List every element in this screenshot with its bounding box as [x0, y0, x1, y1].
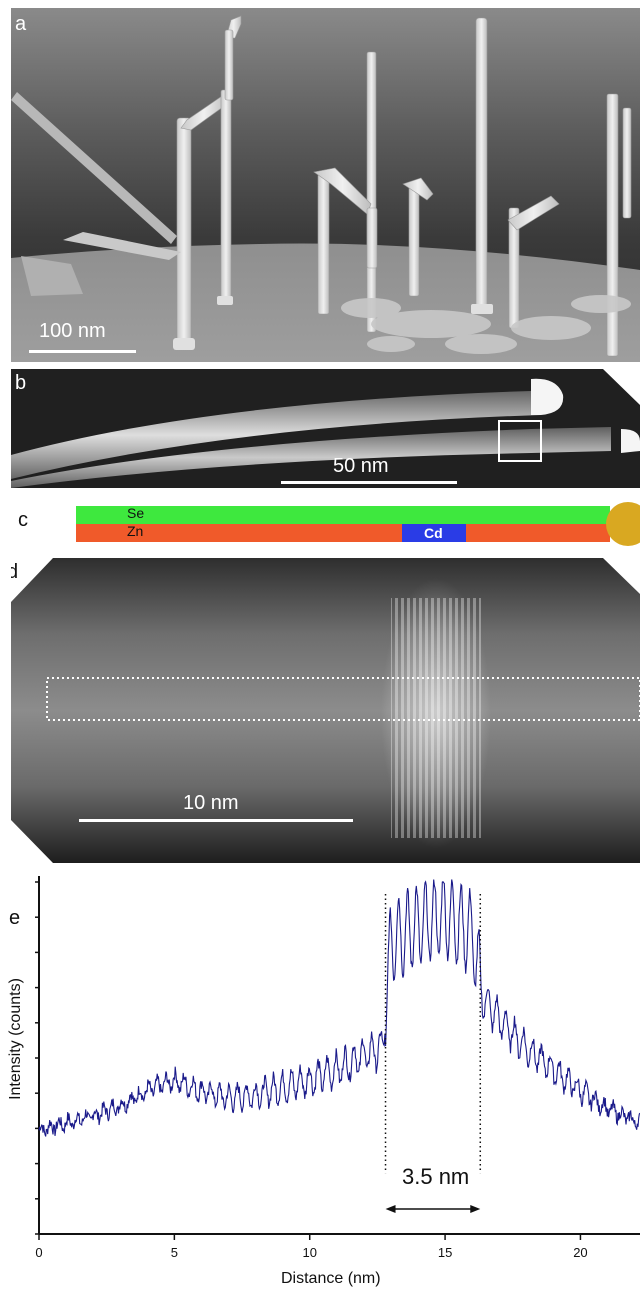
panel-b-scale-bar	[281, 481, 457, 484]
intensity-profile-line	[38, 879, 640, 1137]
width-arrow-head-left	[385, 1204, 396, 1213]
panel-d-haadf-image: d 10 nm	[11, 558, 640, 863]
zn-layer	[76, 524, 610, 542]
intensity-profile-chart: 0 5 10 15 20	[35, 876, 640, 1260]
panel-d-label: d	[11, 561, 19, 583]
se-layer-label: Se	[127, 505, 145, 521]
cd-segment-label: Cd	[424, 525, 443, 541]
panel-b-label: b	[15, 372, 27, 394]
se-layer	[76, 506, 610, 524]
cd-segment	[402, 524, 466, 542]
panel-b-stem-image: b 50 nm	[11, 369, 640, 488]
panel-e-label: e	[9, 907, 21, 929]
x-tick-label: 0	[35, 1245, 42, 1260]
zn-layer-label: Zn	[127, 523, 144, 539]
x-tick-label: 20	[573, 1245, 587, 1260]
panel-a-sem-image: a 100 nm	[11, 8, 640, 362]
panel-c-label: c	[18, 509, 28, 531]
x-tick-label: 10	[302, 1245, 316, 1260]
panel-d-scale-bar	[79, 819, 353, 822]
lattice-picture	[11, 558, 640, 863]
panel-a-scale-bar	[29, 350, 136, 353]
panel-d-scale-label: 10 nm	[183, 792, 239, 814]
width-annotation-label: 3.5 nm	[402, 1164, 470, 1189]
width-arrow-head-right	[470, 1204, 481, 1213]
y-axis-label: Intensity (counts)	[7, 978, 24, 1100]
panel-a-label: a	[15, 13, 27, 35]
nanowire-schematic	[76, 502, 640, 546]
panel-b-scale-label: 50 nm	[333, 455, 389, 477]
catalyst-tip	[606, 502, 640, 546]
sem-nanowires-picture	[11, 8, 640, 362]
x-tick-label: 5	[171, 1245, 178, 1260]
x-tick-label: 15	[438, 1245, 452, 1260]
stem-nanowires-picture	[11, 369, 640, 488]
panel-a-scale-label: 100 nm	[39, 320, 106, 342]
panel-c-schematic: c Se Zn Cd	[0, 496, 640, 550]
panel-e-line-profile: 0 5 10 15 20 e Intensity (counts) Distance (…	[0, 868, 640, 1297]
x-axis-label: Distance (nm)	[281, 1270, 381, 1287]
